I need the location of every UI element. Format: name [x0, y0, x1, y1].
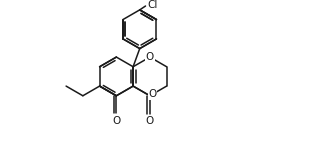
Text: O: O	[148, 89, 156, 99]
Text: Cl: Cl	[147, 0, 158, 10]
Text: O: O	[112, 116, 121, 126]
Text: O: O	[146, 116, 154, 127]
Text: O: O	[146, 52, 154, 62]
